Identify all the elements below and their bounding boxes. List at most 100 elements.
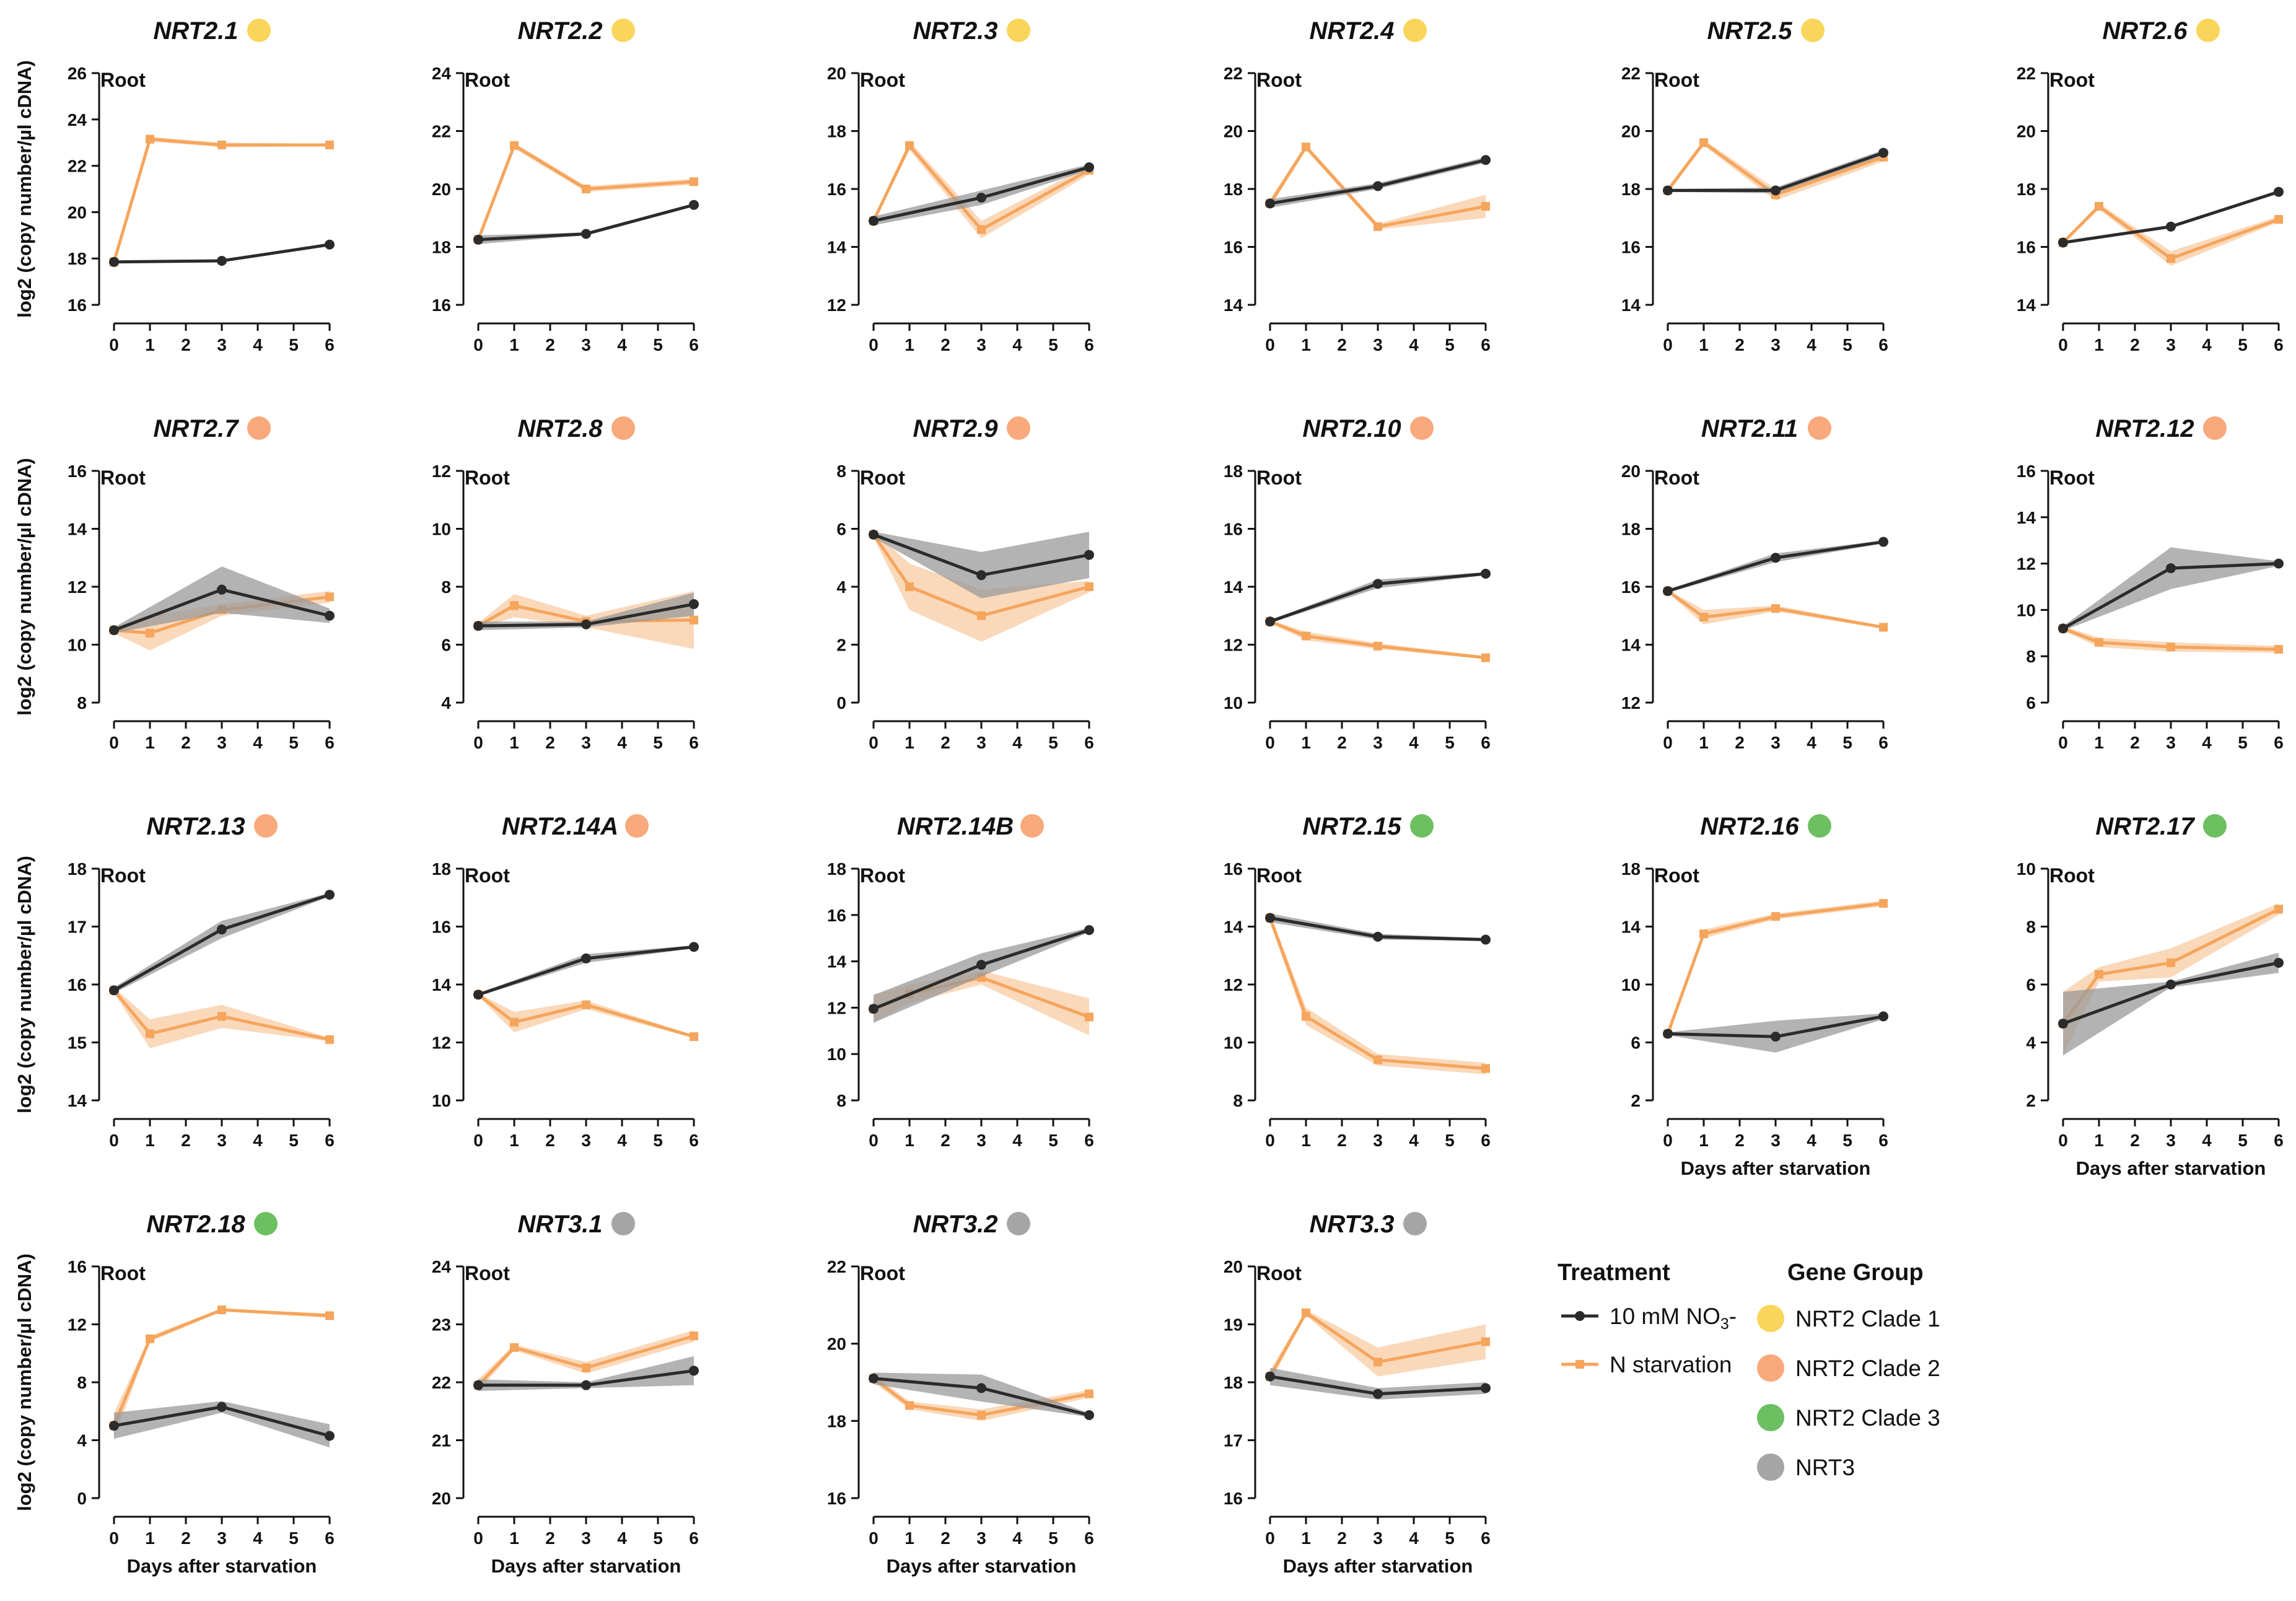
starvation-data-point bbox=[1699, 138, 1708, 147]
x-tick-label: 6 bbox=[689, 335, 699, 354]
y-tick-label: 16 bbox=[68, 296, 87, 315]
starvation-data-point bbox=[510, 601, 519, 610]
panel-title-nrt2-10: NRT2.10 bbox=[1302, 415, 1401, 442]
tissue-label: Root bbox=[1256, 467, 1302, 489]
x-tick-label: 5 bbox=[1445, 733, 1455, 752]
y-tick-label: 17 bbox=[68, 918, 87, 937]
x-tick-label: 1 bbox=[1301, 335, 1311, 354]
panel-title-nrt2-7: NRT2.7 bbox=[153, 415, 239, 442]
y-tick-label: 20 bbox=[68, 203, 87, 222]
control-data-point bbox=[1481, 934, 1491, 945]
x-tick-label: 3 bbox=[976, 1131, 986, 1150]
tissue-label: Root bbox=[465, 1262, 510, 1284]
legend-nrt3-dot bbox=[1757, 1454, 1784, 1481]
y-tick-label: 18 bbox=[1621, 520, 1641, 539]
gene-group-dot bbox=[1410, 814, 1434, 838]
starvation-data-point bbox=[2167, 643, 2175, 652]
x-tick-label: 5 bbox=[1842, 1131, 1852, 1150]
x-tick-label: 0 bbox=[473, 1529, 483, 1548]
control-data-point bbox=[217, 255, 227, 266]
y-tick-label: 12 bbox=[1224, 975, 1243, 994]
x-tick-label: 0 bbox=[1265, 335, 1275, 354]
control-error-band bbox=[874, 532, 1089, 599]
starvation-series-line bbox=[2062, 204, 2279, 260]
starvation-data-point bbox=[1085, 1389, 1093, 1398]
y-tick-label: 10 bbox=[432, 1091, 451, 1110]
x-tick-label: 6 bbox=[689, 1131, 699, 1150]
starvation-series-line bbox=[1268, 917, 1486, 1071]
starvation-data-point bbox=[1699, 929, 1708, 939]
x-tick-label: 5 bbox=[2238, 1131, 2248, 1150]
panel-title-nrt2-11: NRT2.11 bbox=[1701, 415, 1798, 442]
legend-nrt3-label: NRT3 bbox=[1795, 1455, 1855, 1480]
x-tick-label: 6 bbox=[1481, 1131, 1491, 1150]
x-tick-label: 4 bbox=[1409, 733, 1419, 752]
control-data-point bbox=[473, 989, 483, 1000]
starvation-series-line bbox=[1666, 901, 1884, 1035]
x-tick-label: 0 bbox=[2058, 335, 2068, 354]
legend-clade1-label: NRT2 Clade 1 bbox=[1795, 1306, 1940, 1331]
control-data-point bbox=[217, 1401, 227, 1412]
gene-group-dot bbox=[1808, 416, 1831, 440]
y-tick-label: 8 bbox=[2026, 647, 2036, 666]
x-tick-label: 0 bbox=[473, 733, 483, 752]
starvation-data-point bbox=[1879, 623, 1888, 632]
x-tick-label: 1 bbox=[145, 1529, 155, 1548]
y-tick-label: 18 bbox=[432, 859, 451, 879]
x-tick-label: 0 bbox=[1265, 733, 1275, 752]
starvation-error-band bbox=[1270, 1310, 1486, 1382]
x-tick-label: 6 bbox=[1481, 733, 1491, 752]
starvation-error-band bbox=[2063, 903, 2279, 1056]
legend-control-marker bbox=[1575, 1311, 1585, 1321]
x-tick-label: 3 bbox=[581, 1131, 591, 1150]
starvation-data-point bbox=[2274, 905, 2283, 914]
x-tick-label: 0 bbox=[109, 335, 119, 354]
tissue-label: Root bbox=[100, 1262, 146, 1284]
y-tick-label: 2 bbox=[836, 636, 846, 655]
x-tick-label: 6 bbox=[2274, 335, 2284, 354]
chart-panel: NRT2.16 Root 2 6 10 14 18 0 1 2 3 4 5 6 Days after sta… bbox=[1621, 813, 1888, 1179]
x-tick-label: 5 bbox=[1842, 733, 1852, 752]
panel-title-nrt2-4: NRT2.4 bbox=[1309, 17, 1394, 45]
x-tick-label: 4 bbox=[1012, 1529, 1022, 1548]
chart-panel: NRT3.3 Root 16 17 18 19 20 0 1 2 3 4 5 6 Days after st… bbox=[1224, 1211, 1491, 1577]
control-data-point bbox=[109, 1421, 119, 1431]
x-tick-label: 1 bbox=[905, 733, 914, 752]
y-tick-label: 16 bbox=[2017, 238, 2036, 257]
y-axis-title: log2 (copy number/µl cDNA) bbox=[14, 1253, 35, 1511]
gene-group-dot bbox=[247, 19, 271, 42]
starvation-data-point bbox=[1374, 222, 1382, 231]
y-tick-label: 14 bbox=[1224, 577, 1243, 597]
panel-title-nrt2-9: NRT2.9 bbox=[913, 415, 998, 442]
x-tick-label: 5 bbox=[1842, 335, 1852, 354]
y-tick-label: 20 bbox=[827, 64, 846, 83]
x-tick-label: 0 bbox=[473, 335, 483, 354]
x-tick-label: 2 bbox=[545, 1131, 555, 1150]
x-tick-label: 1 bbox=[145, 733, 155, 752]
y-tick-label: 18 bbox=[68, 249, 87, 268]
x-tick-label: 0 bbox=[473, 1131, 483, 1150]
x-tick-label: 0 bbox=[109, 1131, 119, 1150]
x-tick-label: 2 bbox=[181, 335, 191, 354]
x-tick-label: 5 bbox=[1445, 1529, 1455, 1548]
x-tick-label: 3 bbox=[1771, 733, 1781, 752]
x-axis-title: Days after starvation bbox=[887, 1555, 1077, 1577]
control-data-point bbox=[2274, 558, 2284, 569]
control-data-point bbox=[1663, 1029, 1673, 1039]
legend-treatment-starvation: N starvation bbox=[1561, 1352, 1732, 1377]
control-error-band bbox=[114, 566, 330, 633]
y-tick-label: 12 bbox=[827, 296, 846, 315]
control-data-point bbox=[689, 942, 699, 952]
control-data-point bbox=[1878, 147, 1888, 158]
x-tick-label: 2 bbox=[181, 1529, 191, 1548]
control-data-point bbox=[1265, 1371, 1275, 1382]
panel-title-nrt2-6: NRT2.6 bbox=[2102, 17, 2188, 45]
gene-group-dot bbox=[1808, 814, 1831, 838]
x-tick-label: 3 bbox=[217, 733, 227, 752]
control-error-band bbox=[478, 203, 694, 244]
y-axis-title: log2 (copy number/µl cDNA) bbox=[14, 458, 35, 716]
tissue-label: Root bbox=[465, 864, 510, 887]
x-tick-label: 3 bbox=[581, 733, 591, 752]
control-data-point bbox=[2274, 186, 2284, 197]
